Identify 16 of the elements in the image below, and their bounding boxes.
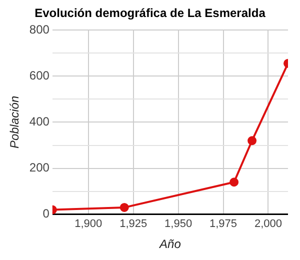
y-tick-label: 600 [29,68,50,82]
x-tick-label: 1,900 [74,218,102,230]
chart-title: Evolución demográfica de La Esmeralda [34,6,266,20]
x-tick-label: 1,975 [209,218,238,230]
x-tick-label: 2,000 [254,218,282,230]
y-tick-label: 0 [42,206,50,221]
x-tick-label: 1,950 [164,218,192,230]
y-tick-label: 400 [29,114,50,129]
y-tick-label: 200 [29,160,50,175]
x-tick-label: 1,925 [120,218,148,230]
point [248,136,257,146]
point [120,202,129,212]
y-tick-label: 800 [29,22,50,36]
y-axis-title: Población [8,96,22,149]
x-axis-title: Año [158,237,182,252]
point [230,178,239,187]
